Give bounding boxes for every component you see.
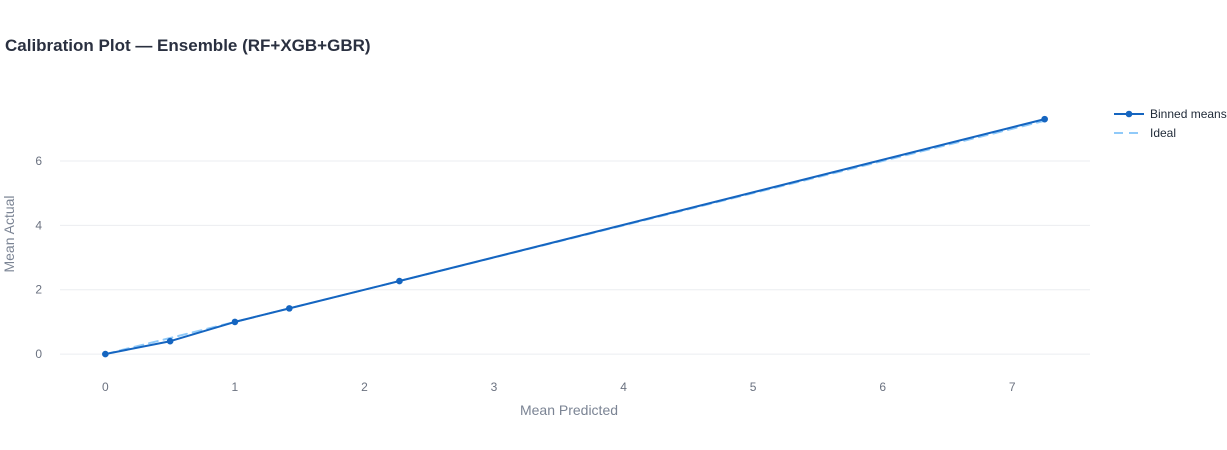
x-axis-title: Mean Predicted (520, 402, 618, 418)
legend-item-binned-means[interactable]: Binned means (1114, 107, 1227, 121)
x-axis-ticks: 0 1 2 3 4 5 6 7 (102, 380, 1016, 394)
grid-lines (60, 160, 1090, 355)
data-point-binned-means-5 (1041, 115, 1048, 123)
y-axis-title: Mean Actual (1, 195, 17, 272)
x-tick-label-4: 4 (620, 380, 627, 394)
legend[interactable]: Binned means Ideal (1114, 107, 1227, 140)
y-tick-label-4: 4 (35, 218, 42, 232)
y-tick-label-6: 6 (35, 154, 42, 168)
x-tick-label-3: 3 (491, 380, 498, 394)
x-tick-label-0: 0 (102, 380, 109, 394)
chart-title: Calibration Plot — Ensemble (RF+XGB+GBR) (5, 36, 371, 55)
data-point-binned-means-1 (166, 337, 174, 345)
x-tick-label-7: 7 (1009, 380, 1016, 394)
x-tick-label-2: 2 (361, 380, 368, 394)
legend-label-binned-means: Binned means (1150, 107, 1227, 121)
y-axis-ticks: 0 2 4 6 (35, 154, 42, 361)
data-point-binned-means-2 (231, 318, 239, 326)
legend-marker-binned-means (1125, 110, 1133, 118)
x-tick-label-6: 6 (879, 380, 886, 394)
data-point-binned-means-3 (286, 305, 293, 312)
legend-label-ideal: Ideal (1150, 126, 1176, 140)
x-tick-label-1: 1 (232, 380, 239, 394)
series-line-binned-means (104, 118, 1046, 356)
plot-area (102, 115, 1048, 358)
y-tick-label-2: 2 (35, 283, 42, 297)
y-tick-label-0: 0 (35, 347, 42, 361)
x-tick-label-5: 5 (750, 380, 757, 394)
legend-item-ideal[interactable]: Ideal (1114, 126, 1176, 140)
data-point-binned-means-0 (102, 350, 109, 358)
data-point-binned-means-4 (396, 277, 403, 285)
